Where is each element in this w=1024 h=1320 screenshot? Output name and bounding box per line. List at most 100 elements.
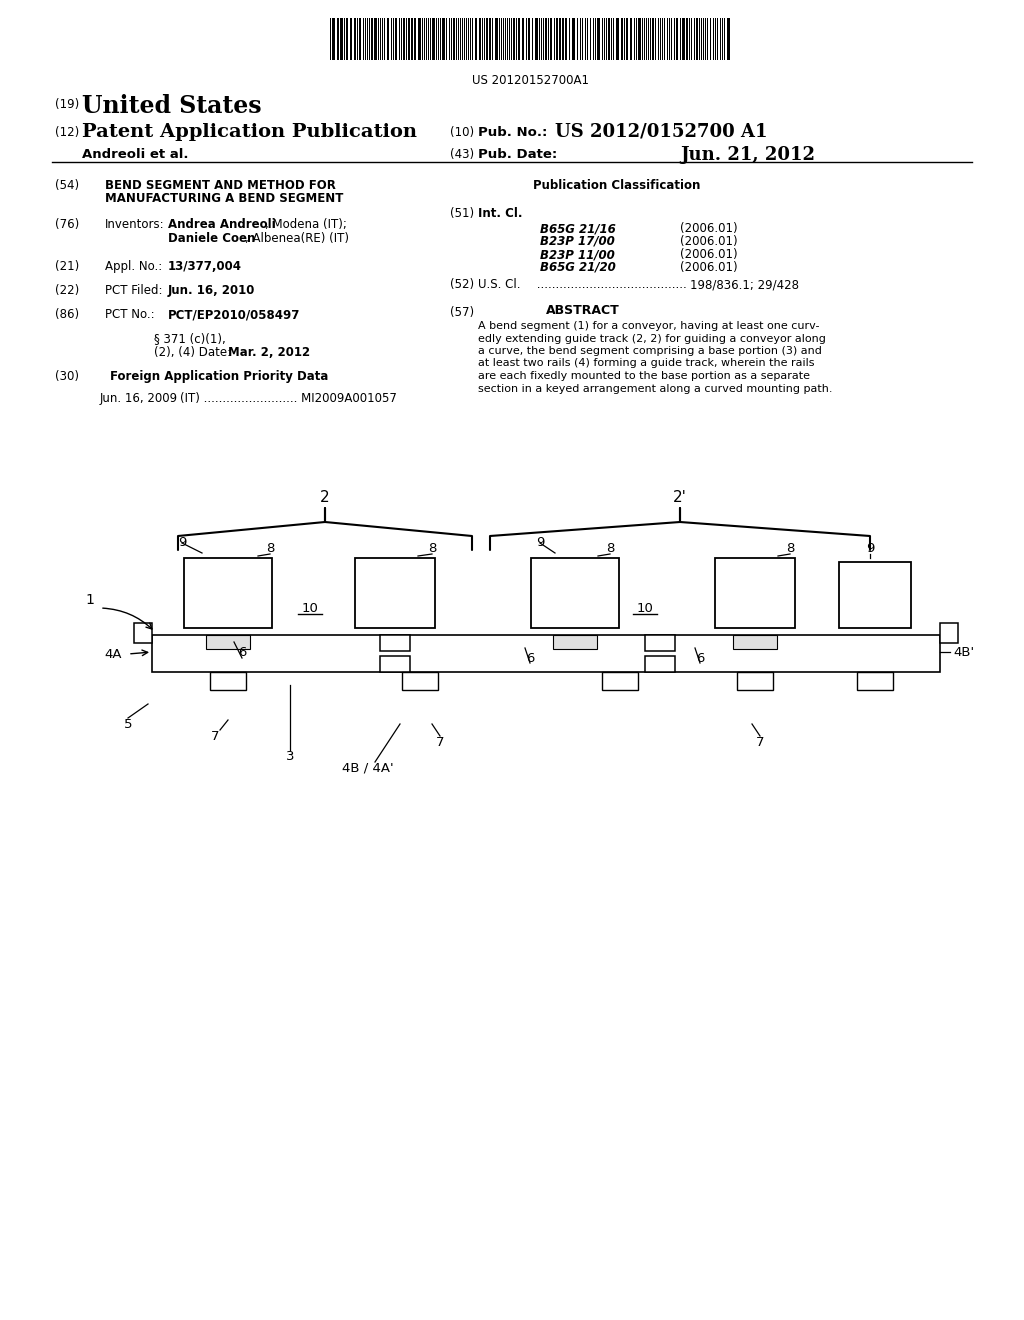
Bar [340, 18, 343, 59]
Text: Int. Cl.: Int. Cl. [478, 207, 522, 220]
Bar [686, 18, 688, 59]
Bar [411, 18, 413, 59]
Bar [350, 18, 352, 59]
Bar [572, 18, 575, 59]
Bar [453, 18, 455, 59]
Bar [857, 672, 893, 690]
Text: 1: 1 [86, 593, 94, 607]
Text: (22): (22) [55, 284, 79, 297]
Text: 6: 6 [238, 647, 246, 660]
Bar [184, 558, 272, 628]
Bar [408, 18, 410, 59]
Bar [475, 18, 477, 59]
Text: US 2012/0152700 A1: US 2012/0152700 A1 [555, 123, 768, 141]
Bar [346, 18, 348, 59]
Text: (43): (43) [450, 148, 474, 161]
Text: 7: 7 [436, 735, 444, 748]
Bar [715, 558, 795, 628]
Text: 198/836.1; 29/428: 198/836.1; 29/428 [690, 279, 799, 290]
Bar [645, 656, 675, 672]
Bar [556, 18, 558, 59]
Text: 8: 8 [428, 541, 436, 554]
Text: Inventors:: Inventors: [105, 218, 165, 231]
Text: § 371 (c)(1),: § 371 (c)(1), [154, 333, 225, 345]
Bar [559, 18, 561, 59]
Bar [418, 18, 421, 59]
Text: (12): (12) [55, 125, 79, 139]
Text: 6: 6 [525, 652, 535, 664]
Bar [553, 635, 597, 649]
Bar [608, 18, 610, 59]
Text: (51): (51) [450, 207, 474, 220]
Text: ........................................: ........................................ [534, 279, 687, 290]
Bar [513, 18, 515, 59]
Text: B65G 21/16: B65G 21/16 [540, 222, 615, 235]
Bar [479, 18, 481, 59]
Text: PCT Filed:: PCT Filed: [105, 284, 163, 297]
Bar [387, 18, 389, 59]
Bar [380, 635, 410, 651]
Text: U.S. Cl.: U.S. Cl. [478, 279, 520, 290]
Text: (2006.01): (2006.01) [680, 261, 737, 275]
Bar [522, 18, 524, 59]
Bar [495, 18, 498, 59]
Text: 8: 8 [785, 541, 795, 554]
Text: Andreoli et al.: Andreoli et al. [82, 148, 188, 161]
Bar [210, 672, 246, 690]
Bar [528, 18, 530, 59]
Text: 9: 9 [536, 536, 544, 549]
Bar [727, 18, 730, 59]
Bar [682, 18, 685, 59]
Text: B65G 21/20: B65G 21/20 [540, 261, 615, 275]
Text: 2': 2' [673, 490, 687, 506]
Bar [332, 18, 335, 59]
Bar [414, 18, 416, 59]
Text: B23P 11/00: B23P 11/00 [540, 248, 614, 261]
Text: edly extending guide track (2, 2) for guiding a conveyor along: edly extending guide track (2, 2) for gu… [478, 334, 826, 343]
Bar [562, 18, 564, 59]
Bar [442, 18, 445, 59]
Text: PCT No.:: PCT No.: [105, 308, 155, 321]
Bar [486, 18, 488, 59]
Text: Publication Classification: Publication Classification [534, 180, 700, 191]
Text: 10: 10 [301, 602, 318, 615]
Text: , Modena (IT);: , Modena (IT); [265, 218, 347, 231]
Bar [638, 18, 641, 59]
Text: (10): (10) [450, 125, 474, 139]
Bar [395, 18, 397, 59]
Bar [565, 18, 567, 59]
Text: (2006.01): (2006.01) [680, 222, 737, 235]
Bar [626, 18, 628, 59]
Bar [597, 18, 600, 59]
Bar [206, 635, 250, 649]
Text: Patent Application Publication: Patent Application Publication [82, 123, 417, 141]
Text: 13/377,004: 13/377,004 [168, 260, 242, 273]
Bar [652, 18, 654, 59]
Bar [616, 18, 618, 59]
Text: (2), (4) Date:: (2), (4) Date: [154, 346, 231, 359]
Text: 5: 5 [124, 718, 132, 730]
Bar [403, 18, 406, 59]
Bar [380, 656, 410, 672]
Bar [621, 18, 623, 59]
Bar [354, 18, 356, 59]
Text: 7: 7 [756, 735, 764, 748]
Text: (21): (21) [55, 260, 79, 273]
Text: at least two rails (4) forming a guide track, wherein the rails: at least two rails (4) forming a guide t… [478, 359, 814, 368]
Text: a curve, the bend segment comprising a base portion (3) and: a curve, the bend segment comprising a b… [478, 346, 822, 356]
Text: (19): (19) [55, 98, 79, 111]
Text: Pub. Date:: Pub. Date: [478, 148, 557, 161]
Bar [535, 18, 538, 59]
Text: B23P 17/00: B23P 17/00 [540, 235, 614, 248]
Bar [733, 635, 777, 649]
Text: (30): (30) [55, 370, 79, 383]
Text: (2006.01): (2006.01) [680, 235, 737, 248]
Bar [371, 18, 373, 59]
Bar [432, 18, 435, 59]
Text: 6: 6 [696, 652, 705, 664]
Text: 4B / 4A': 4B / 4A' [342, 762, 394, 775]
Text: (IT) ......................... MI2009A001057: (IT) ......................... MI2009A00… [180, 392, 397, 405]
Text: 4A: 4A [104, 648, 122, 661]
Text: Foreign Application Priority Data: Foreign Application Priority Data [110, 370, 329, 383]
Text: MANUFACTURING A BEND SEGMENT: MANUFACTURING A BEND SEGMENT [105, 191, 343, 205]
